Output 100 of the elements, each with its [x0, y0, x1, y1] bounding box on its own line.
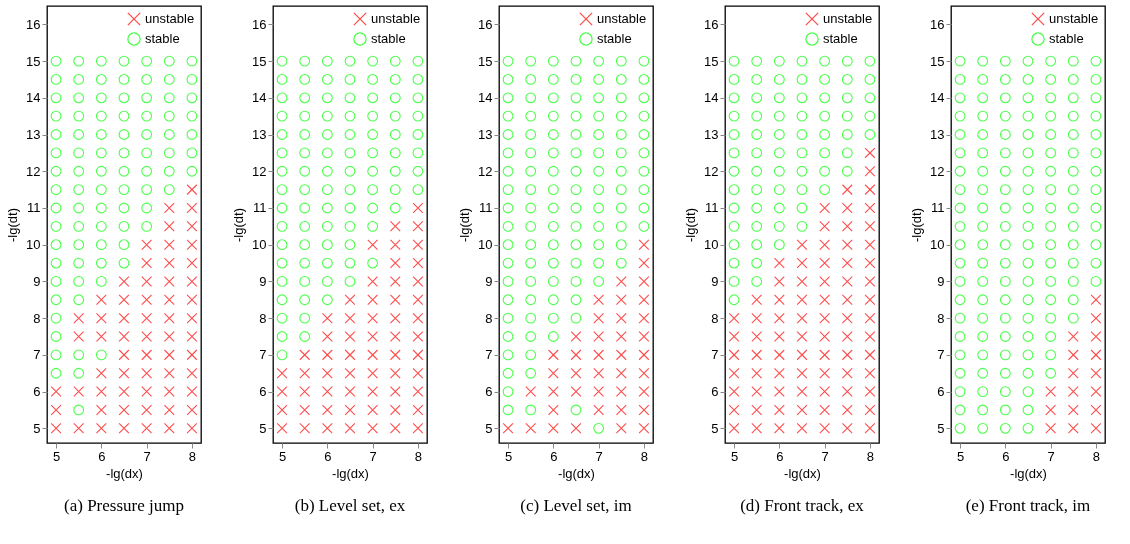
x-tick-label: 7 [821, 448, 829, 464]
x-axis-title: -lg(dx) [106, 465, 143, 481]
point [344, 422, 356, 434]
y-tick-label: 8 [711, 310, 719, 326]
y-tick-label: 16 [704, 16, 719, 32]
point [299, 422, 311, 434]
point [321, 349, 333, 361]
point [638, 367, 650, 379]
point [638, 386, 650, 398]
point [1067, 422, 1079, 434]
point [412, 422, 424, 434]
point [1090, 312, 1102, 324]
point [412, 202, 424, 214]
y-tick-label: 6 [259, 384, 267, 400]
point [615, 349, 627, 361]
y-tick-label: 15 [252, 53, 267, 69]
point [1067, 349, 1079, 361]
text: (d) Front track, ex [740, 496, 865, 515]
x-axis-title: -lg(dx) [332, 465, 369, 481]
point [344, 349, 356, 361]
point [593, 367, 605, 379]
y-tick-label: 9 [937, 273, 945, 289]
point [299, 367, 311, 379]
legend-label: stable [597, 31, 632, 46]
point [389, 331, 401, 342]
point [412, 386, 424, 398]
point [389, 386, 401, 398]
y-tick-label: 10 [704, 237, 719, 253]
y-tick-label: 14 [26, 90, 41, 106]
point [344, 294, 356, 306]
point [547, 404, 559, 416]
point [321, 367, 333, 379]
y-tick-label: 7 [485, 347, 493, 363]
y-tick-label: 11 [253, 200, 267, 216]
point [367, 331, 379, 342]
y-tick-label: 7 [711, 347, 719, 363]
point [389, 404, 401, 416]
point [412, 276, 424, 287]
point [367, 294, 379, 306]
x-tick-label: 5 [956, 448, 965, 464]
x-tick-label: 8 [188, 448, 197, 464]
y-tick-label: 14 [478, 90, 493, 106]
point [1045, 386, 1057, 398]
y-tick-label: 13 [930, 127, 945, 143]
y-tick-label: 15 [930, 53, 945, 69]
point [276, 386, 288, 398]
y-axis-title: -lg(dt) [231, 208, 247, 242]
point [367, 349, 379, 361]
y-tick-label: 8 [937, 310, 945, 326]
point [412, 312, 424, 324]
y-tick-label: 8 [33, 310, 41, 326]
point [276, 367, 288, 379]
x-tick-label: 7 [143, 448, 151, 464]
point [321, 422, 333, 434]
x-tick-label: 5 [730, 448, 739, 464]
x-axis-title: -lg(dx) [1010, 465, 1047, 481]
point [1067, 367, 1079, 379]
point [344, 312, 356, 324]
point [412, 239, 424, 251]
point [570, 386, 582, 398]
y-tick-label: 15 [704, 53, 719, 69]
point [638, 276, 650, 287]
point [1090, 422, 1102, 434]
y-tick-label: 10 [930, 237, 945, 253]
y-tick-label: 12 [26, 163, 41, 179]
text: (a) Pressure jump [64, 496, 184, 515]
y-tick-label: 7 [259, 347, 267, 363]
y-tick-label: 9 [711, 273, 719, 289]
point [276, 422, 288, 434]
legend-label: unstable [823, 11, 873, 26]
legend-label: stable [145, 31, 180, 46]
y-tick-label: 15 [478, 53, 493, 69]
y-tick-label: 11 [479, 200, 493, 216]
point [525, 422, 537, 434]
point [1045, 422, 1057, 434]
y-tick-label: 5 [259, 420, 267, 436]
point [638, 404, 650, 416]
y-tick-label: 10 [26, 237, 41, 253]
point [389, 367, 401, 379]
point [593, 386, 605, 398]
x-tick-label: 7 [369, 448, 377, 464]
y-tick-label: 11 [705, 200, 719, 216]
y-tick-label: 9 [259, 273, 267, 289]
x-tick-label: 6 [776, 448, 784, 464]
y-tick-label: 13 [26, 127, 41, 143]
legend-label: stable [371, 31, 406, 46]
point [638, 422, 650, 434]
point [276, 404, 288, 416]
point [638, 312, 650, 324]
point [615, 422, 627, 434]
point [389, 294, 401, 306]
y-tick-label: 10 [478, 237, 493, 253]
y-tick-label: 12 [252, 163, 267, 179]
y-tick-label: 5 [711, 420, 719, 436]
x-tick-label: 8 [414, 448, 423, 464]
y-tick-label: 9 [485, 273, 493, 289]
x-tick-label: 6 [1002, 448, 1010, 464]
point [1067, 331, 1079, 342]
y-tick-label: 16 [252, 16, 267, 32]
point [299, 349, 311, 361]
